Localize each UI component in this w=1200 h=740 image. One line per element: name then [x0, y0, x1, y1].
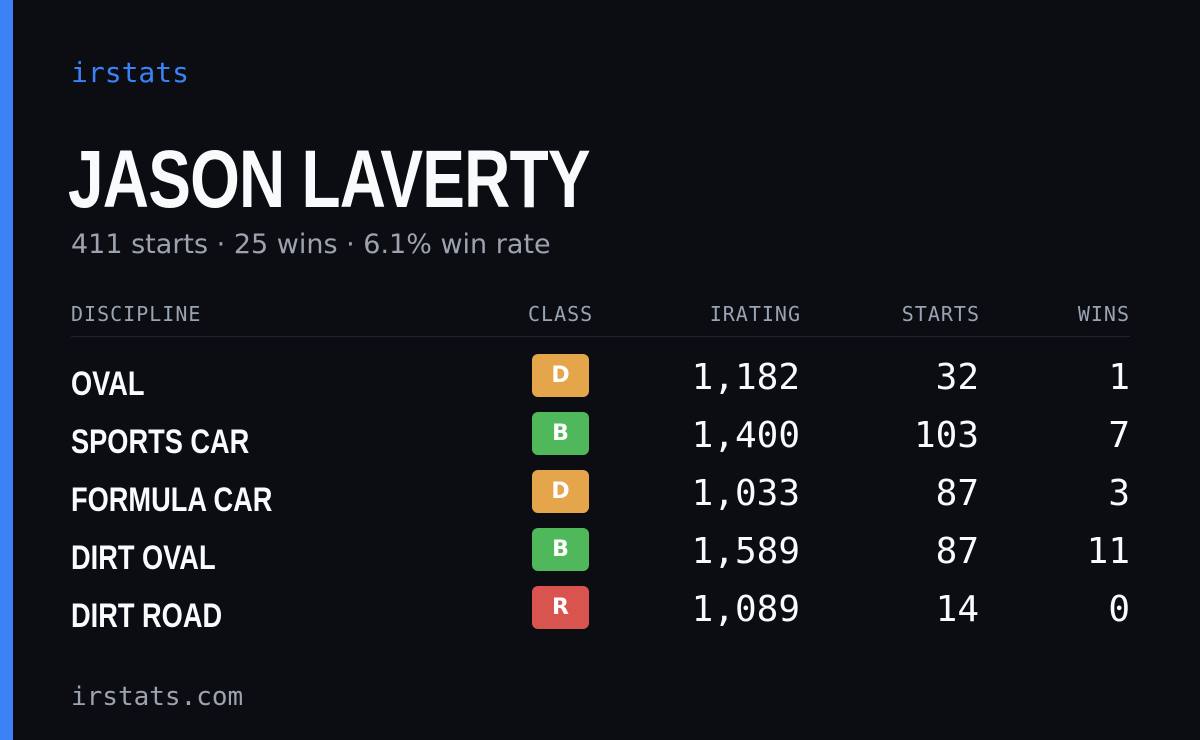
class-badge: D — [532, 470, 589, 513]
irating-value: 1,089 — [691, 589, 800, 630]
class-badge: B — [532, 412, 589, 455]
footer-url: irstats.com — [71, 682, 244, 712]
irating-value: 1,400 — [691, 415, 800, 456]
player-name: JASON LAVERTY — [68, 134, 591, 225]
header-divider — [71, 336, 1130, 337]
starts-value: 87 — [935, 531, 979, 572]
header-wins: WINS — [1077, 302, 1130, 326]
player-summary: 411 starts · 25 wins · 6.1% win rate — [71, 229, 551, 260]
class-badge: D — [532, 354, 589, 397]
table-row: DIRT OVAL B 1,589 87 11 — [71, 523, 1130, 581]
header-irating: IRATING — [709, 302, 801, 326]
irating-value: 1,033 — [691, 473, 800, 514]
header-class: CLASS — [528, 302, 594, 326]
wins-value: 1 — [1108, 357, 1130, 398]
irating-value: 1,182 — [691, 357, 800, 398]
starts-value: 14 — [935, 589, 979, 630]
brand-logo: irstats — [71, 56, 190, 89]
irating-value: 1,589 — [691, 531, 800, 572]
class-badge: B — [532, 528, 589, 571]
table-row: SPORTS CAR B 1,400 103 7 — [71, 407, 1130, 465]
discipline-name: FORMULA CAR — [71, 481, 273, 519]
table-row: OVAL D 1,182 32 1 — [71, 349, 1130, 407]
starts-value: 87 — [935, 473, 979, 514]
table-header: DISCIPLINE CLASS IRATING STARTS WINS — [71, 302, 1130, 326]
starts-value: 103 — [913, 415, 979, 456]
table-row: FORMULA CAR D 1,033 87 3 — [71, 465, 1130, 523]
wins-value: 11 — [1086, 531, 1130, 572]
discipline-name: SPORTS CAR — [71, 423, 250, 461]
wins-value: 3 — [1108, 473, 1130, 514]
discipline-name: OVAL — [71, 365, 145, 403]
header-discipline: DISCIPLINE — [71, 302, 202, 326]
starts-value: 32 — [935, 357, 979, 398]
discipline-table: OVAL D 1,182 32 1 SPORTS CAR B 1,400 103… — [71, 349, 1130, 639]
wins-value: 7 — [1108, 415, 1130, 456]
header-starts: STARTS — [901, 302, 980, 326]
discipline-name: DIRT OVAL — [71, 539, 216, 577]
wins-value: 0 — [1108, 589, 1130, 630]
class-badge: R — [532, 586, 589, 629]
table-row: DIRT ROAD R 1,089 14 0 — [71, 581, 1130, 639]
discipline-name: DIRT ROAD — [71, 597, 223, 635]
accent-bar — [0, 0, 13, 740]
